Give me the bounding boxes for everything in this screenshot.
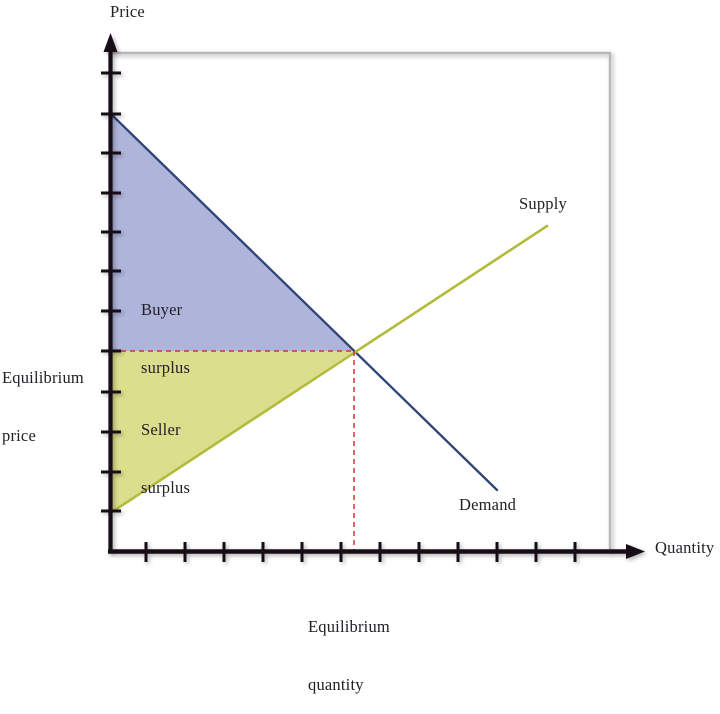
seller-surplus-label: Seller surplus	[141, 381, 190, 517]
demand-curve-label: Demand	[459, 495, 517, 514]
equilibrium-quantity-label-line1: Equilibrium	[308, 616, 390, 636]
figure-canvas	[101, 33, 645, 562]
price-axis-title: Price	[110, 2, 145, 21]
equilibrium-quantity-label-line2: quantity	[308, 675, 364, 695]
supply-curve-label: Supply	[519, 194, 567, 213]
quantity-axis-ticks	[144, 542, 577, 562]
supply-demand-surplus-figure	[101, 33, 645, 562]
seller-surplus-label-line1: Seller	[141, 419, 181, 439]
supply-curve	[110, 224, 549, 514]
price-axis-ticks	[101, 71, 121, 513]
seller-surplus-label-line2: surplus	[141, 478, 191, 498]
equilibrium-price-label-line1: Equilibrium	[2, 367, 84, 387]
quantity-axis	[108, 542, 645, 562]
price-axis	[101, 33, 121, 552]
demand-curve	[110, 113, 499, 492]
buyer-surplus-label-line2: surplus	[141, 358, 191, 378]
price-axis-arrowhead	[103, 33, 118, 52]
equilibrium-price-label: Equilibrium price	[2, 329, 84, 465]
plot-frame	[110, 51, 612, 552]
buyer-surplus-label: Buyer surplus	[141, 261, 190, 397]
quantity-axis-arrowhead	[626, 544, 645, 559]
equilibrium-price-label-line2: price	[2, 426, 36, 446]
quantity-axis-title: Quantity	[655, 538, 715, 557]
buyer-surplus-label-line1: Buyer	[141, 299, 183, 319]
equilibrium-quantity-label: Equilibrium quantity	[308, 578, 390, 714]
